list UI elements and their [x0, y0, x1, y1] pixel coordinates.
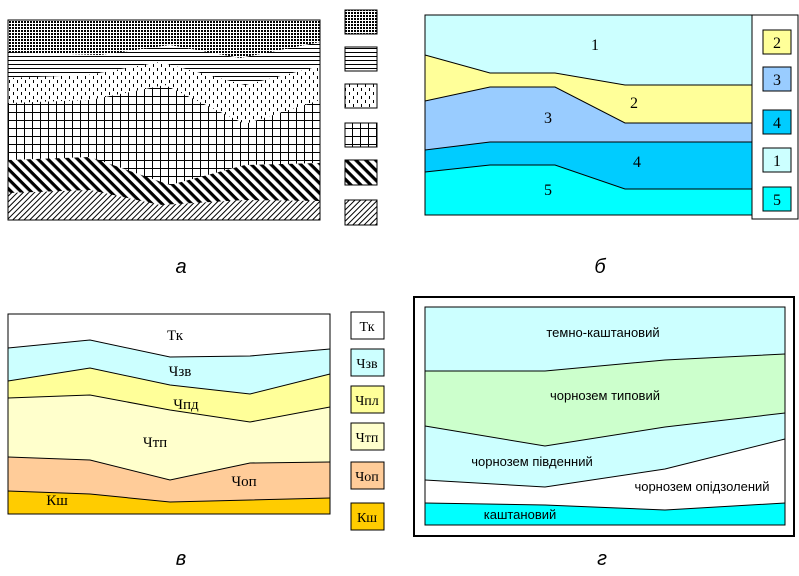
legend-a-swatch-hlines: [344, 46, 378, 72]
legend-b-label-3: 3: [773, 72, 781, 89]
legend-b-swatch-3: [762, 66, 792, 92]
panel-v-frame: [7, 313, 331, 515]
panel-a-legend: [344, 9, 378, 226]
legend-v-swatch-chzv: [350, 348, 385, 377]
legend-b-swatch-5: [762, 186, 792, 212]
layer-v-ksh: [8, 491, 330, 514]
panel-b: 1 2 3 4 5 2 3 4 1 5 б: [424, 14, 799, 278]
boundary-g-3: [424, 438, 786, 488]
caption-g: г: [597, 548, 607, 570]
label-v-chzv: Чзв: [169, 364, 192, 380]
layer-g-podzolized: [425, 439, 785, 525]
legend-b-label-2: 2: [773, 35, 781, 52]
boundary-g-4: [424, 502, 786, 511]
label-v-chop: Чоп: [231, 474, 256, 490]
label-g-dark-chestnut: темно-каштановий: [546, 325, 659, 340]
boundary-v-4: [7, 456, 331, 481]
caption-a: а: [175, 256, 186, 278]
legend-b-label-5: 5: [773, 192, 781, 209]
legend-a-swatch-thick-hatch: [344, 159, 378, 186]
legend-v-label-tk: Тк: [359, 320, 374, 335]
label-g-chestnut: каштановий: [484, 507, 557, 522]
panel-a: а: [7, 9, 378, 278]
legend-v-swatch-chpl: [350, 385, 385, 414]
boundary-v-5: [7, 490, 331, 503]
caption-v: в: [176, 548, 186, 570]
panel-a-frame: [7, 19, 321, 221]
legend-b-swatch-4: [762, 109, 792, 135]
legend-b-label-4: 4: [773, 115, 781, 132]
legend-v-label-ksh: Кш: [357, 511, 377, 526]
layer-a-6: [8, 190, 320, 220]
legend-a-swatch-dense: [344, 9, 378, 35]
boundary-b-3: [424, 141, 755, 151]
legend-b-swatch-2: [762, 29, 792, 55]
legend-v-swatch-chtp: [350, 422, 385, 451]
boundary-b-2: [424, 86, 755, 124]
legend-b-label-1: 1: [773, 153, 781, 170]
label-g-southern: чорнозем південний: [471, 454, 592, 469]
legend-a-swatch-grid: [344, 122, 378, 148]
legend-a-swatch-dashes: [344, 83, 378, 109]
label-v-chtp: Чтп: [143, 435, 167, 451]
legend-a-swatch-thin-hatch: [344, 199, 378, 226]
boundary-v-2: [7, 367, 331, 395]
panel-b-legend: 2 3 4 1 5: [751, 14, 799, 220]
boundary-v-3: [7, 394, 331, 423]
label-b-1: 1: [591, 37, 599, 54]
label-v-ksh: Кш: [46, 493, 68, 509]
panel-v: Тк Чзв Чпд Чтп Чоп Кш Тк Чзв Чпл Чтп Чоп…: [7, 311, 385, 570]
boundary-b-1: [424, 54, 755, 86]
panel-g-inner-frame: [424, 306, 786, 526]
legend-v-label-chop: Чоп: [355, 470, 379, 485]
label-b-3: 3: [544, 110, 552, 127]
legend-v-label-chtp: Чтп: [356, 431, 379, 446]
caption-b: б: [594, 256, 606, 278]
legend-v-swatch-chop: [350, 461, 385, 490]
boundary-b-4: [424, 164, 755, 190]
label-v-tk: Тк: [167, 328, 184, 344]
label-v-chpd: Чпд: [173, 397, 199, 413]
boundary-v-1: [7, 339, 331, 358]
legend-v-swatch-ksh: [350, 502, 385, 531]
legend-v-label-chpl: Чпл: [355, 394, 379, 409]
label-b-2: 2: [630, 95, 638, 112]
legend-b-swatch-1: [762, 147, 792, 173]
panel-g: темно-каштановий чорнозем типовий чорноз…: [413, 296, 795, 570]
label-b-4: 4: [633, 154, 641, 171]
panel-v-legend: Тк Чзв Чпл Чтп Чоп Кш: [350, 311, 385, 531]
label-g-podzolized: чорнозем опідзолений: [634, 479, 769, 494]
boundary-g-2: [424, 412, 786, 447]
panel-a-section: [7, 19, 321, 221]
label-b-5: 5: [544, 182, 552, 199]
boundary-g-1: [425, 353, 786, 372]
label-g-typical: чорнозем типовий: [550, 388, 660, 403]
legend-v-label-chzv: Чзв: [356, 357, 378, 372]
layer-b-5: [425, 165, 755, 215]
legend-v-swatch-tk: [350, 311, 385, 340]
